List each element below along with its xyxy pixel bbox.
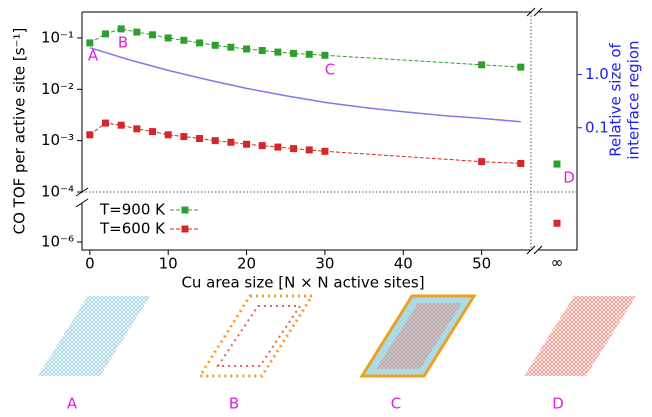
marker — [321, 52, 328, 59]
legend-swatch — [182, 226, 189, 233]
y-tick-label: 10⁻³ — [41, 131, 74, 149]
marker — [165, 131, 172, 138]
x-tick-label: 30 — [315, 255, 334, 273]
y-tick-label: 10⁻² — [41, 80, 74, 98]
marker — [102, 30, 109, 37]
chart: CO TOF per active site [s⁻¹] Cu area siz… — [0, 0, 652, 413]
marker — [478, 158, 485, 165]
marker — [259, 47, 266, 54]
x-tick-label: ∞ — [551, 254, 564, 272]
interface-line — [90, 48, 521, 122]
point-label: A — [88, 47, 99, 65]
marker — [165, 34, 172, 41]
marker — [243, 141, 250, 148]
y2-tick-label: 0.1 — [585, 118, 609, 136]
marker — [133, 29, 140, 36]
y-tick-label: 10⁻¹ — [41, 28, 74, 46]
marker — [227, 44, 234, 51]
structure-label: A — [67, 395, 78, 413]
y-axis-label: CO TOF per active site [s⁻¹] — [11, 28, 29, 235]
x-tick-label: 20 — [237, 255, 256, 273]
point-label: B — [118, 34, 128, 52]
structure-label: D — [552, 395, 564, 413]
marker — [478, 61, 485, 68]
marker — [290, 145, 297, 152]
marker — [212, 137, 219, 144]
marker — [133, 125, 140, 132]
marker — [86, 39, 93, 46]
y-tick-label: 10⁻⁴ — [41, 183, 74, 201]
structure-label: B — [229, 395, 239, 413]
marker — [118, 122, 125, 129]
marker — [180, 133, 187, 140]
structure-images — [38, 296, 636, 376]
marker — [243, 45, 250, 52]
marker — [102, 120, 109, 127]
marker — [149, 128, 156, 135]
x-tick-label: 10 — [159, 255, 178, 273]
marker — [212, 42, 219, 49]
legend-label: T=900 K — [99, 201, 166, 219]
marker — [274, 49, 281, 56]
marker — [118, 25, 125, 32]
point-label: D — [563, 169, 575, 187]
legend-swatch — [182, 207, 189, 214]
marker — [306, 51, 313, 58]
marker — [180, 37, 187, 44]
x-tick-label: 0 — [85, 255, 95, 273]
marker — [149, 31, 156, 38]
marker-infinity — [554, 161, 561, 168]
marker-infinity — [554, 220, 561, 227]
y2-tick-label: 1.0 — [585, 65, 609, 83]
marker — [517, 160, 524, 167]
marker — [196, 135, 203, 142]
marker — [290, 50, 297, 57]
marker — [259, 142, 266, 149]
point-label: C — [325, 61, 335, 79]
x-tick-label: 50 — [472, 255, 491, 273]
structure-label: C — [391, 395, 401, 413]
marker — [274, 144, 281, 151]
x-axis-label: Cu area size [N × N active sites] — [181, 274, 424, 292]
marker — [196, 39, 203, 46]
marker — [321, 148, 328, 155]
y2-axis-label: interface region — [625, 40, 643, 159]
x-tick-label: 40 — [394, 255, 413, 273]
y2-axis-label: Relative size of — [607, 43, 625, 157]
legend-label: T=600 K — [99, 220, 166, 238]
y-tick-label: 10⁻⁶ — [41, 232, 74, 250]
marker — [517, 64, 524, 71]
marker — [306, 146, 313, 153]
marker — [86, 131, 93, 138]
marker — [227, 139, 234, 146]
